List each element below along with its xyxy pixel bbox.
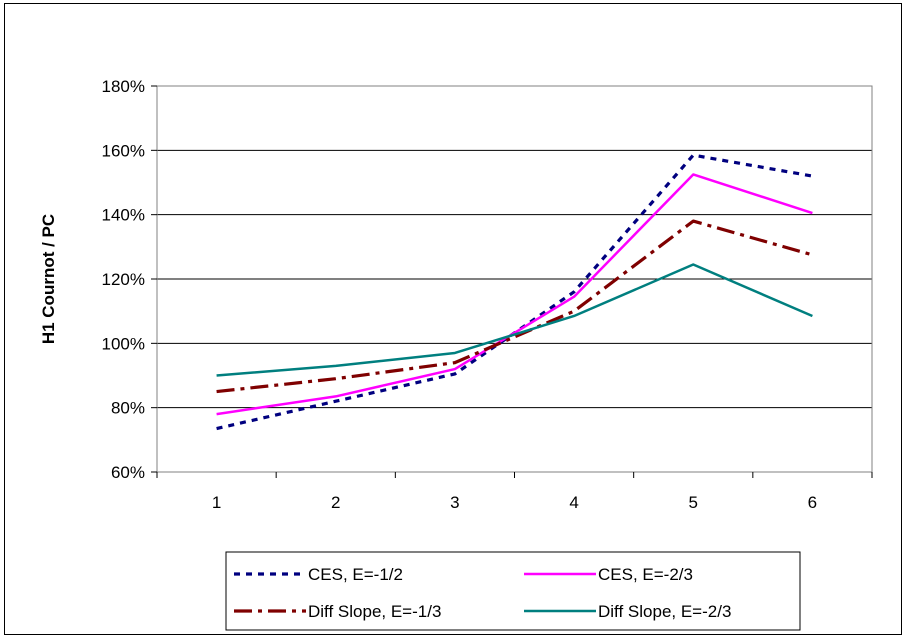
y-tick-label: 160% [102, 141, 145, 160]
series-line-4 [216, 263, 813, 377]
legend-label-1: CES, E=-1/2 [308, 565, 403, 584]
x-tick-label: 6 [808, 493, 817, 512]
y-tick-label: 60% [111, 463, 145, 482]
y-axis: 60% 80% 100% 120% 140% 160% 180% [102, 77, 157, 482]
x-tick-label: 2 [331, 493, 340, 512]
legend-label-2: CES, E=-2/3 [598, 565, 693, 584]
x-tick-label: 3 [450, 493, 459, 512]
legend-label-3: Diff Slope, E=-1/3 [308, 602, 441, 621]
legend-box [225, 551, 801, 631]
y-axis-label: H1 Cournot / PC [39, 214, 58, 344]
y-tick-label: 140% [102, 206, 145, 225]
series-line-2 [216, 173, 813, 416]
legend-label-4: Diff Slope, E=-2/3 [598, 602, 731, 621]
chart-frame [4, 3, 902, 635]
series-line-1 [216, 153, 813, 431]
series-line-3 [216, 219, 813, 394]
x-axis: 1 2 3 4 5 6 [156, 472, 873, 512]
y-tick-label: 100% [102, 334, 145, 353]
x-tick-label: 4 [569, 493, 578, 512]
gridlines [157, 85, 872, 473]
y-tick-label: 80% [111, 399, 145, 418]
y-tick-label: 180% [102, 77, 145, 96]
legend: CES, E=-1/2 CES, E=-2/3 Diff Slope, E=-1/3… [225, 551, 801, 631]
x-tick-label: 5 [689, 493, 698, 512]
x-tick-label: 1 [212, 493, 221, 512]
series-lines [216, 153, 813, 431]
y-tick-label: 120% [102, 270, 145, 289]
